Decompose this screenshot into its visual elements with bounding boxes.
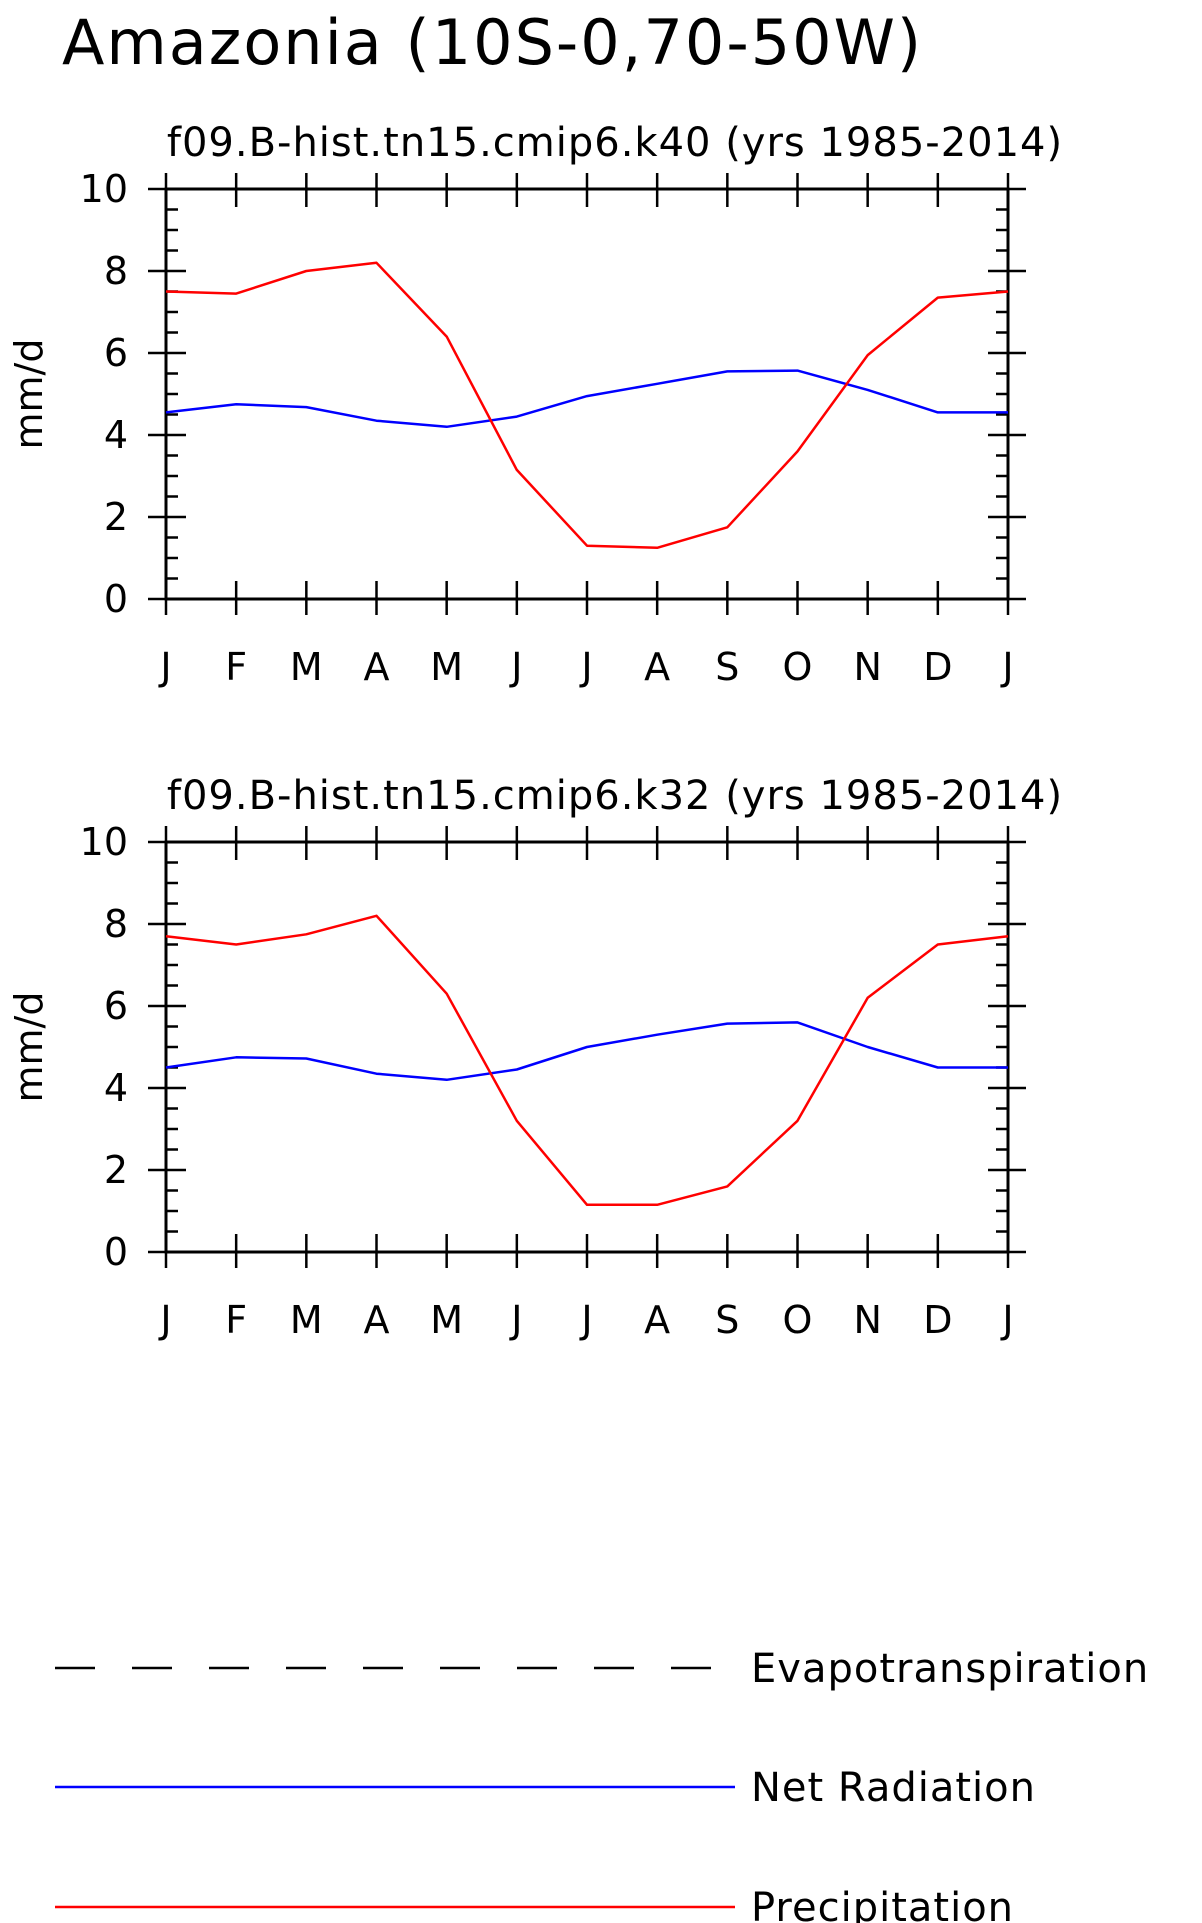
x-tick-label: J bbox=[1000, 1298, 1013, 1342]
y-tick-label: 8 bbox=[104, 249, 128, 293]
legend: Evapotranspiration Net Radiation Precipita… bbox=[55, 1646, 1149, 1923]
y-tick-label: 8 bbox=[104, 902, 128, 946]
y-tick-label: 10 bbox=[80, 820, 128, 864]
y-tick-label: 0 bbox=[104, 1230, 128, 1274]
y-tick-label: 6 bbox=[104, 984, 128, 1028]
y-tick-label: 10 bbox=[80, 167, 128, 211]
x-tick-label: J bbox=[579, 645, 592, 689]
legend-label: Precipitation bbox=[751, 1885, 1014, 1923]
x-tick-label: N bbox=[853, 1298, 881, 1342]
figure-title: Amazonia (10S-0,70-50W) bbox=[62, 6, 923, 79]
x-tick-label: A bbox=[364, 1298, 390, 1342]
x-tick-label: A bbox=[644, 645, 670, 689]
panel-k40: f09.B-hist.tn15.cmip6.k40 (yrs 1985-2014… bbox=[7, 120, 1063, 689]
x-tick-label: M bbox=[290, 1298, 323, 1342]
panel-subtitle: f09.B-hist.tn15.cmip6.k40 (yrs 1985-2014… bbox=[167, 120, 1063, 166]
series-line-net-radiation bbox=[165, 369, 1008, 429]
x-tick-label: J bbox=[158, 1298, 171, 1342]
legend-label: Evapotranspiration bbox=[751, 1646, 1149, 1692]
panel-k32: f09.B-hist.tn15.cmip6.k32 (yrs 1985-2014… bbox=[7, 773, 1063, 1342]
series-line-precipitation bbox=[165, 261, 1009, 550]
x-tick-label: J bbox=[579, 1298, 592, 1342]
x-tick-label: D bbox=[923, 1298, 952, 1342]
y-tick-label: 2 bbox=[104, 495, 128, 539]
series-line-precipitation bbox=[165, 914, 1009, 1207]
y-axis-label: mm/d bbox=[7, 992, 51, 1103]
x-tick-label: J bbox=[509, 1298, 522, 1342]
series-line-net-radiation bbox=[165, 1021, 1008, 1082]
legend-label: Net Radiation bbox=[751, 1765, 1036, 1811]
y-tick-label: 2 bbox=[104, 1148, 128, 1192]
x-tick-label: J bbox=[509, 645, 522, 689]
x-tick-label: M bbox=[430, 1298, 463, 1342]
x-tick-label: J bbox=[1000, 645, 1013, 689]
x-tick-label: F bbox=[225, 1298, 247, 1342]
y-tick-label: 6 bbox=[104, 331, 128, 375]
x-tick-label: D bbox=[923, 645, 952, 689]
x-tick-label: S bbox=[715, 1298, 739, 1342]
y-axis-label: mm/d bbox=[7, 339, 51, 450]
y-tick-label: 4 bbox=[104, 1066, 128, 1110]
x-tick-label: N bbox=[853, 645, 881, 689]
x-tick-label: A bbox=[644, 1298, 670, 1342]
panel-subtitle: f09.B-hist.tn15.cmip6.k32 (yrs 1985-2014… bbox=[167, 773, 1063, 819]
y-tick-label: 4 bbox=[104, 413, 128, 457]
y-tick-label: 0 bbox=[104, 577, 128, 621]
x-tick-label: A bbox=[364, 645, 390, 689]
x-tick-label: M bbox=[430, 645, 463, 689]
x-tick-label: M bbox=[290, 645, 323, 689]
x-tick-label: J bbox=[158, 645, 171, 689]
x-tick-label: S bbox=[715, 645, 739, 689]
x-tick-label: O bbox=[783, 1298, 813, 1342]
x-tick-label: F bbox=[225, 645, 247, 689]
x-tick-label: O bbox=[783, 645, 813, 689]
